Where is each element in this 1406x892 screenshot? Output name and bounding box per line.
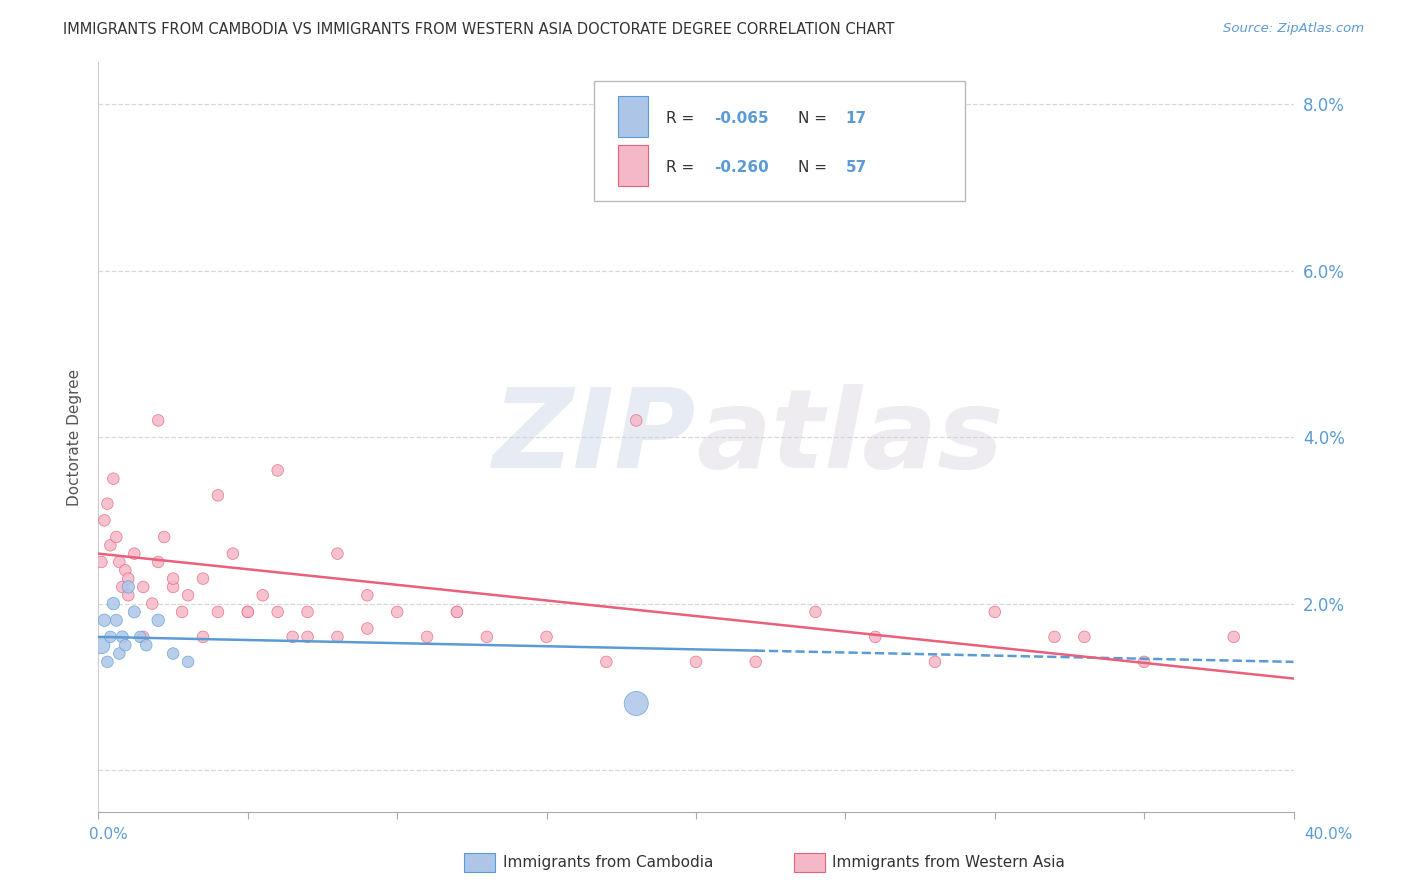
Point <box>297 605 319 619</box>
Point <box>236 605 259 619</box>
Point <box>114 563 136 577</box>
Point <box>129 630 152 644</box>
Point <box>117 588 139 602</box>
Point <box>124 547 146 561</box>
Point <box>177 655 200 669</box>
Point <box>356 588 378 602</box>
Point <box>191 572 214 586</box>
Point <box>924 655 946 669</box>
Point <box>90 638 112 652</box>
Point <box>103 472 125 486</box>
Point <box>222 547 245 561</box>
Point <box>1223 630 1246 644</box>
Point <box>117 580 139 594</box>
Point <box>446 605 468 619</box>
Point <box>96 497 118 511</box>
Point <box>626 697 648 711</box>
FancyBboxPatch shape <box>619 96 648 137</box>
Point <box>1043 630 1066 644</box>
Point <box>153 530 176 544</box>
Point <box>105 530 128 544</box>
Point <box>326 547 349 561</box>
Point <box>267 605 290 619</box>
Point <box>297 630 319 644</box>
Point <box>111 630 134 644</box>
Point <box>93 613 115 627</box>
Point <box>90 555 112 569</box>
Point <box>191 630 214 644</box>
Text: N =: N = <box>797 112 831 126</box>
Point <box>148 555 170 569</box>
Point <box>207 488 229 502</box>
Point <box>207 605 229 619</box>
Point <box>385 605 409 619</box>
Point <box>177 588 200 602</box>
Text: IMMIGRANTS FROM CAMBODIA VS IMMIGRANTS FROM WESTERN ASIA DOCTORATE DEGREE CORREL: IMMIGRANTS FROM CAMBODIA VS IMMIGRANTS F… <box>63 22 894 37</box>
Point <box>804 605 827 619</box>
Point <box>356 622 378 636</box>
Point <box>132 630 155 644</box>
Text: 0.0%: 0.0% <box>89 827 128 841</box>
Point <box>236 605 259 619</box>
Point <box>1073 630 1095 644</box>
Text: R =: R = <box>666 160 699 175</box>
Y-axis label: Doctorate Degree: Doctorate Degree <box>67 368 83 506</box>
Point <box>108 555 131 569</box>
Point <box>475 630 498 644</box>
Point <box>111 580 134 594</box>
Point <box>103 597 125 611</box>
Point <box>114 638 136 652</box>
Point <box>96 655 118 669</box>
Point <box>865 630 887 644</box>
Text: -0.260: -0.260 <box>714 160 769 175</box>
Point <box>281 630 304 644</box>
FancyBboxPatch shape <box>595 81 965 201</box>
Point <box>984 605 1007 619</box>
Point <box>148 613 170 627</box>
Point <box>124 605 146 619</box>
Point <box>135 638 157 652</box>
Point <box>132 580 155 594</box>
Text: Source: ZipAtlas.com: Source: ZipAtlas.com <box>1223 22 1364 36</box>
Point <box>98 630 122 644</box>
Point <box>252 588 274 602</box>
Point <box>117 572 139 586</box>
Point <box>685 655 707 669</box>
Text: atlas: atlas <box>696 384 1004 491</box>
Text: N =: N = <box>797 160 831 175</box>
Point <box>326 630 349 644</box>
Point <box>162 647 184 661</box>
Text: -0.065: -0.065 <box>714 112 769 126</box>
Point <box>595 655 617 669</box>
Point <box>745 655 768 669</box>
Point <box>105 613 128 627</box>
Text: Immigrants from Western Asia: Immigrants from Western Asia <box>832 855 1066 870</box>
Text: R =: R = <box>666 112 699 126</box>
Text: 17: 17 <box>845 112 866 126</box>
Point <box>267 463 290 477</box>
Text: Immigrants from Cambodia: Immigrants from Cambodia <box>503 855 714 870</box>
Point <box>626 413 648 427</box>
Point <box>141 597 163 611</box>
Text: 40.0%: 40.0% <box>1305 827 1353 841</box>
Point <box>416 630 439 644</box>
Point <box>148 413 170 427</box>
Text: ZIP: ZIP <box>492 384 696 491</box>
Point <box>446 605 468 619</box>
Point <box>98 538 122 552</box>
Point <box>172 605 194 619</box>
Point <box>1133 655 1156 669</box>
Text: 57: 57 <box>845 160 866 175</box>
Point <box>162 572 184 586</box>
FancyBboxPatch shape <box>619 145 648 186</box>
Point <box>93 513 115 527</box>
Point <box>536 630 558 644</box>
Point <box>162 580 184 594</box>
Point <box>108 647 131 661</box>
